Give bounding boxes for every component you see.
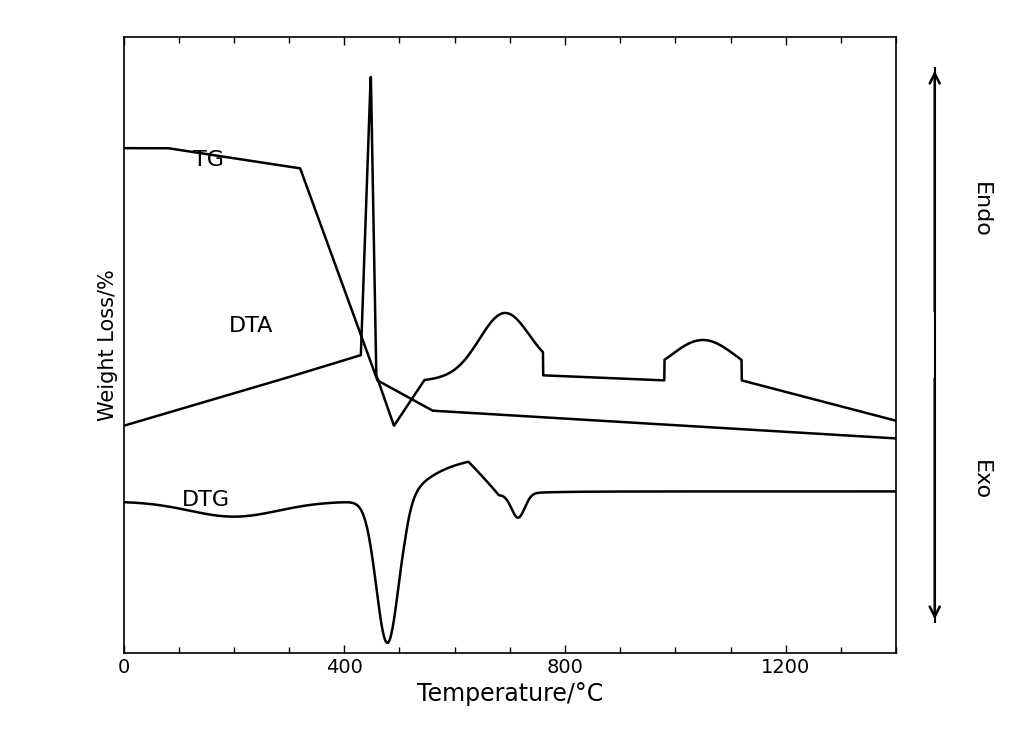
Text: DTG: DTG — [181, 490, 230, 510]
Text: TG: TG — [193, 150, 224, 170]
Text: Exo: Exo — [971, 461, 991, 501]
Y-axis label: Weight Loss/%: Weight Loss/% — [98, 269, 118, 421]
Text: DTA: DTA — [229, 316, 273, 336]
Text: Endo: Endo — [971, 182, 991, 237]
X-axis label: Temperature/°C: Temperature/°C — [417, 683, 603, 706]
